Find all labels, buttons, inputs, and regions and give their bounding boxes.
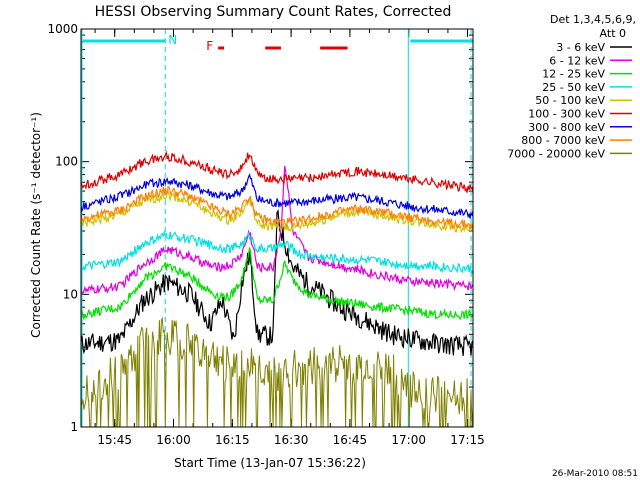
series-line-1	[80, 165, 474, 296]
legend-entry-label: 800 - 7000 keV	[521, 134, 605, 147]
x-axis-label: Start Time (13-Jan-07 15:36:22)	[174, 456, 366, 470]
legend-entry-label: 100 - 300 keV	[528, 108, 605, 121]
series-line-8	[80, 316, 474, 428]
x-tick-label: 17:15	[450, 433, 485, 447]
series-line-0	[80, 208, 474, 356]
x-tick-label: 16:15	[215, 433, 250, 447]
legend-entry-label: 300 - 800 keV	[528, 121, 605, 134]
legend-header-line-1: Det 1,3,4,5,6,9,	[550, 13, 636, 26]
y-tick-label: 1000	[47, 22, 78, 36]
x-tick-label: 17:00	[391, 433, 426, 447]
night-flag-label: N	[168, 33, 177, 47]
plot-area: 1 10 100 1000 15:45 16:00 16:15 16:30 16:45 17:00…	[47, 22, 484, 447]
y-axis-label: Corrected Count Rate (s⁻¹ detector⁻¹)	[29, 112, 43, 338]
legend-entry-label: 6 - 12 keV	[549, 54, 605, 67]
legend-entry-label: 50 - 100 keV	[535, 94, 605, 107]
y-tick-label: 10	[63, 287, 78, 301]
series-line-4	[80, 190, 474, 234]
series-line-7	[80, 185, 474, 230]
x-tick-label: 16:45	[333, 433, 368, 447]
legend-entry-label: 7000 - 20000 keV	[507, 147, 605, 160]
y-tick-label: 1	[70, 420, 78, 434]
series-line-5	[80, 150, 474, 194]
chart-title: HESSI Observing Summary Count Rates, Cor…	[95, 4, 452, 20]
legend-entry-label: 3 - 6 keV	[556, 41, 605, 54]
y-tick-label: 100	[55, 155, 78, 169]
plot-frame	[80, 28, 474, 428]
legend-entry-label: 25 - 50 keV	[542, 81, 605, 94]
series-line-3	[80, 229, 474, 275]
x-tick-label: 16:00	[156, 433, 191, 447]
flare-flag-label: F	[206, 39, 213, 53]
footer-timestamp: 26-Mar-2010 08:51	[552, 469, 638, 479]
series-line-2	[80, 247, 474, 321]
x-tick-label: 15:45	[97, 433, 132, 447]
x-tick-label: 16:30	[274, 433, 309, 447]
legend-entry-label: 12 - 25 keV	[542, 68, 605, 81]
series-line-6	[80, 173, 474, 219]
legend-header-line-2: Att 0	[600, 27, 626, 40]
